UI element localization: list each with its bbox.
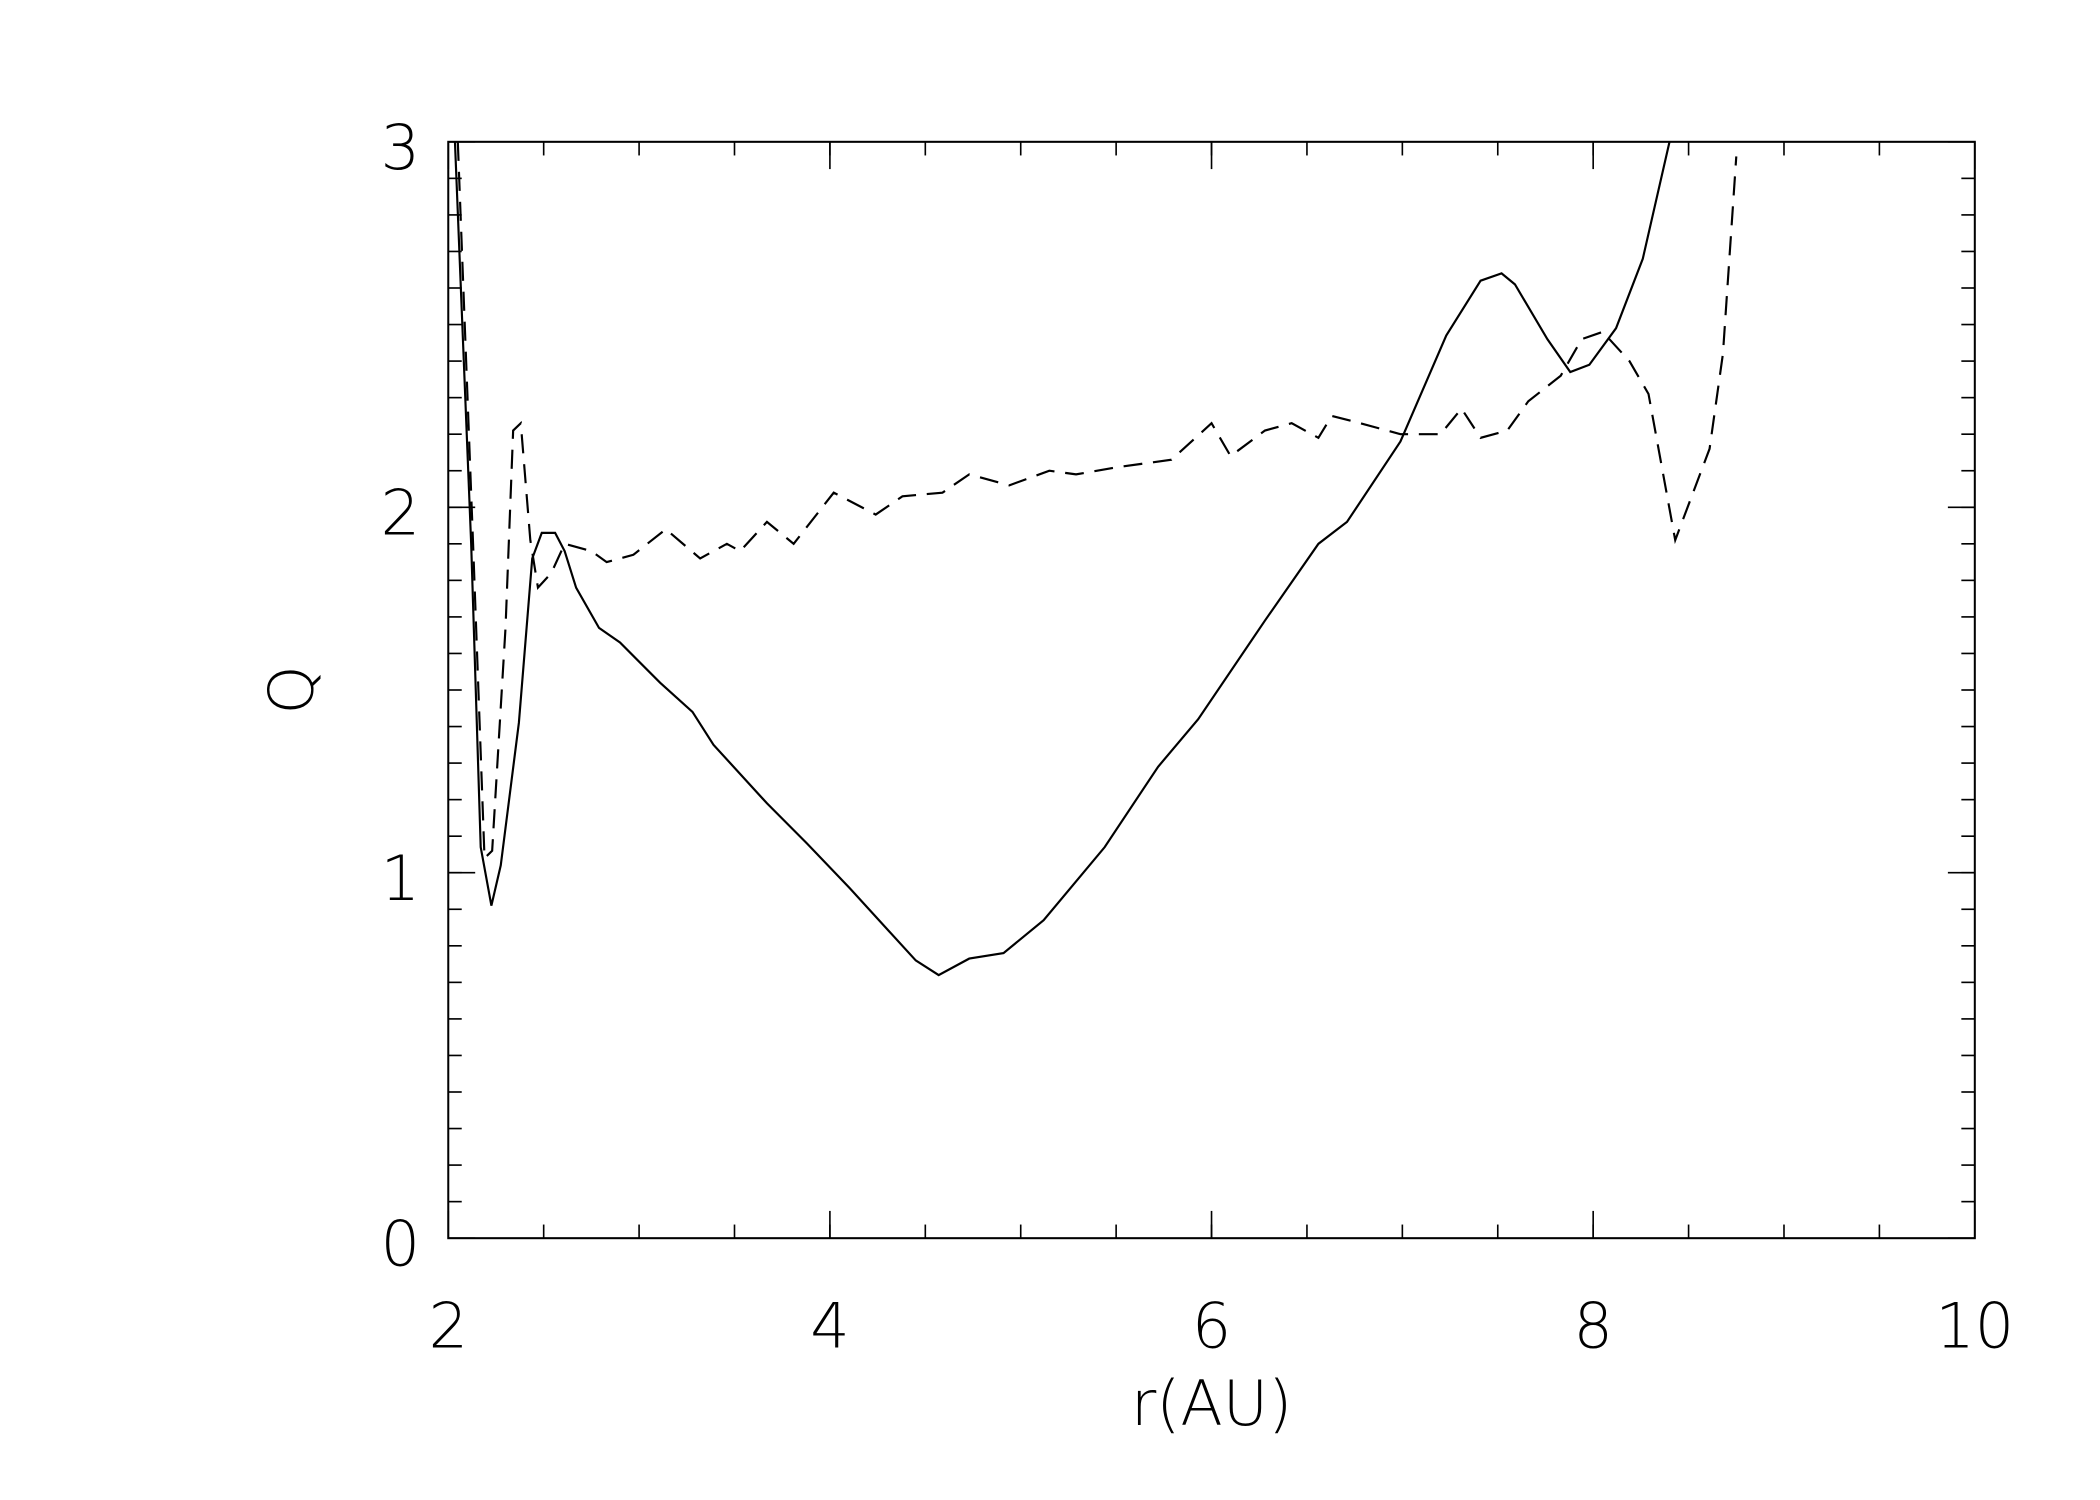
plot-area bbox=[453, 141, 1738, 977]
x-tick-label: 8 bbox=[1573, 1289, 1612, 1362]
y-tick-label: 3 bbox=[381, 111, 420, 184]
x-tick-label: 6 bbox=[1192, 1289, 1231, 1362]
x-tick-label: 4 bbox=[810, 1289, 849, 1362]
y-tick-label: 1 bbox=[381, 841, 420, 914]
x-tick-label: 10 bbox=[1935, 1289, 2014, 1362]
x-tick-label: 2 bbox=[429, 1289, 468, 1362]
series-line bbox=[453, 141, 1671, 977]
plot-frame bbox=[447, 140, 1976, 1240]
y-axis-label: Q bbox=[255, 665, 328, 714]
y-tick-label: 2 bbox=[381, 476, 420, 549]
x-axis-label: r(AU) bbox=[1131, 1367, 1292, 1440]
series-line bbox=[456, 141, 1738, 861]
y-tick-label: 0 bbox=[381, 1207, 420, 1280]
